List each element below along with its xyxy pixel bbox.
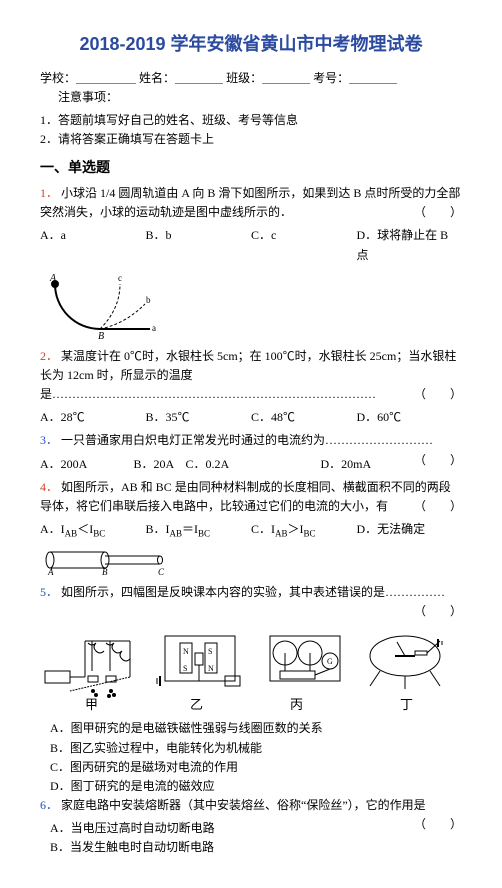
svg-text:C: C: [158, 567, 165, 575]
school-blank[interactable]: ＿＿＿＿＿: [76, 69, 136, 88]
q2-number: 2．: [40, 349, 58, 363]
q2-opt-a[interactable]: A．28℃: [40, 408, 146, 427]
svg-text:c: c: [118, 273, 122, 283]
q3-opt-d[interactable]: D．20mA: [321, 455, 415, 474]
svg-text:b: b: [146, 295, 151, 305]
examno-label: 考号：: [313, 69, 349, 88]
question-2: 2． 某温度计在 0℃时，水银柱长 5cm；在 100℃时，水银柱长 25cm；…: [40, 347, 462, 405]
q4-number: 4．: [40, 480, 58, 494]
notice-list: 1．答题前填写好自己的姓名、班级、考号等信息 2．请将答案正确填写在答题卡上: [40, 111, 462, 149]
q5-opt-d[interactable]: D．图丁研究的是电流的磁效应: [50, 777, 462, 796]
q5-label-a: 甲: [85, 697, 98, 711]
q4-text: 如图所示，AB 和 BC 是由同种材料制成的长度相同、横截面积不同的两段导体，将…: [40, 480, 451, 513]
q5-opt-c[interactable]: C．图丙研究的是磁场对电流的作用: [50, 758, 462, 777]
q3-opt-a[interactable]: A．200A: [40, 455, 134, 474]
q4-opt-c[interactable]: C．IAB＞IBC: [251, 520, 357, 541]
section-1-heading: 一、单选题: [40, 158, 462, 180]
examno-blank[interactable]: ＿＿＿＿: [349, 69, 397, 88]
q3-options: A．200A B．20A C．0.2A D．20mA: [40, 455, 414, 474]
q4-figure: A B C: [40, 545, 462, 575]
notice-1: 1．答题前填写好自己的姓名、班级、考号等信息: [40, 111, 462, 130]
q3-opt-bc[interactable]: B．20A C．0.2A: [134, 455, 321, 474]
svg-text:G: G: [327, 657, 333, 666]
q2-options: A．28℃ B．35℃ C．48℃ D．60℃: [40, 408, 462, 427]
class-blank[interactable]: ＿＿＿＿: [262, 69, 310, 88]
student-info-row: 学校：＿＿＿＿＿ 姓名：＿＿＿＿ 班级：＿＿＿＿ 考号：＿＿＿＿ 注意事项：: [40, 69, 462, 107]
question-5: 5． 如图所示，四幅图是反映课本内容的实验，其中表述错误的是…………… （ ）: [40, 583, 462, 602]
svg-text:B: B: [98, 331, 104, 339]
q1-blank[interactable]: （ ）: [414, 203, 462, 222]
q5-label-b: 乙: [190, 697, 203, 711]
q4-opt-d[interactable]: D．无法确定: [357, 520, 463, 541]
notice-label: 注意事项：: [58, 88, 118, 107]
q2-text: 某温度计在 0℃时，水银柱长 5cm；在 100℃时，水银柱长 25cm；当水银…: [40, 349, 456, 401]
q1-opt-c[interactable]: C．c: [251, 226, 357, 264]
q5-text: 如图所示，四幅图是反映课本内容的实验，其中表述错误的是……………: [61, 585, 445, 599]
q5-figure-row: NS SN G: [40, 606, 462, 711]
q2-blank[interactable]: （ ）: [414, 385, 462, 404]
q5-opt-b[interactable]: B．图乙实验过程中，电能转化为机械能: [50, 739, 462, 758]
svg-text:S: S: [183, 664, 187, 673]
q6-answer-list: A．当电压过高时自动切断电路 B．当发生触电时自动切断电路: [40, 819, 462, 857]
svg-text:A: A: [47, 567, 54, 575]
q1-number: 1．: [40, 186, 58, 200]
q6-blank[interactable]: （ ）: [414, 815, 462, 834]
school-label: 学校：: [40, 69, 76, 88]
q3-blank[interactable]: （ ）: [414, 451, 462, 470]
q2-opt-d[interactable]: D．60℃: [357, 408, 463, 427]
q5-opt-a[interactable]: A．图甲研究的是电磁铁磁性强弱与线圈匝数的关系: [50, 719, 462, 738]
q2-opt-b[interactable]: B．35℃: [146, 408, 252, 427]
name-label: 姓名：: [139, 69, 175, 88]
q1-opt-a[interactable]: A．a: [40, 226, 146, 264]
q5-label-d: 丁: [400, 697, 413, 711]
question-4: 4． 如图所示，AB 和 BC 是由同种材料制成的长度相同、横截面积不同的两段导…: [40, 478, 462, 516]
q2-opt-c[interactable]: C．48℃: [251, 408, 357, 427]
q3-number: 3．: [40, 433, 58, 447]
q5-blank[interactable]: （ ）: [414, 602, 462, 621]
q1-opt-d[interactable]: D．球将静止在 B 点: [357, 226, 463, 264]
class-label: 班级：: [226, 69, 262, 88]
q3-text: 一只普通家用白炽电灯正常发光时通过的电流约为………………………: [61, 433, 433, 447]
q1-text: 小球沿 1/4 圆周轨道由 A 向 B 滑下如图所示，如果到达 B 点时所受的力…: [40, 186, 460, 219]
q1-figure: A B a b c: [40, 269, 462, 339]
question-1: 1． 小球沿 1/4 圆周轨道由 A 向 B 滑下如图所示，如果到达 B 点时所…: [40, 184, 462, 222]
notice-2: 2．请将答案正确填写在答题卡上: [40, 130, 462, 149]
q6-opt-b[interactable]: B．当发生触电时自动切断电路: [50, 838, 462, 857]
svg-text:B: B: [102, 567, 108, 575]
q1-opt-b[interactable]: B．b: [146, 226, 252, 264]
q6-number: 6．: [40, 798, 58, 812]
q5-number: 5．: [40, 585, 58, 599]
q5-label-c: 丙: [290, 697, 303, 711]
svg-text:N: N: [208, 664, 214, 673]
q6-opt-a[interactable]: A．当电压过高时自动切断电路: [50, 819, 462, 838]
question-3: 3． 一只普通家用白炽电灯正常发光时通过的电流约为……………………… （ ）: [40, 431, 462, 450]
q1-options: A．a B．b C．c D．球将静止在 B 点: [40, 226, 462, 264]
q4-options: A．IAB＜IBC B．IAB＝IBC C．IAB＞IBC D．无法确定: [40, 520, 462, 541]
question-6: 6． 家庭电路中安装熔断器（其中安装熔丝、俗称“保险丝”），它的作用是 （ ）: [40, 796, 462, 815]
exam-title: 2018-2019 学年安徽省黄山市中考物理试卷: [40, 30, 462, 59]
q4-blank[interactable]: （ ）: [414, 497, 462, 516]
q4-opt-a[interactable]: A．IAB＜IBC: [40, 520, 146, 541]
q4-opt-b[interactable]: B．IAB＝IBC: [146, 520, 252, 541]
svg-text:a: a: [152, 323, 156, 333]
name-blank[interactable]: ＿＿＿＿: [175, 69, 223, 88]
q5-answer-list: A．图甲研究的是电磁铁磁性强弱与线圈匝数的关系 B．图乙实验过程中，电能转化为机…: [40, 719, 462, 796]
q6-text: 家庭电路中安装熔断器（其中安装熔丝、俗称“保险丝”），它的作用是: [61, 798, 426, 812]
